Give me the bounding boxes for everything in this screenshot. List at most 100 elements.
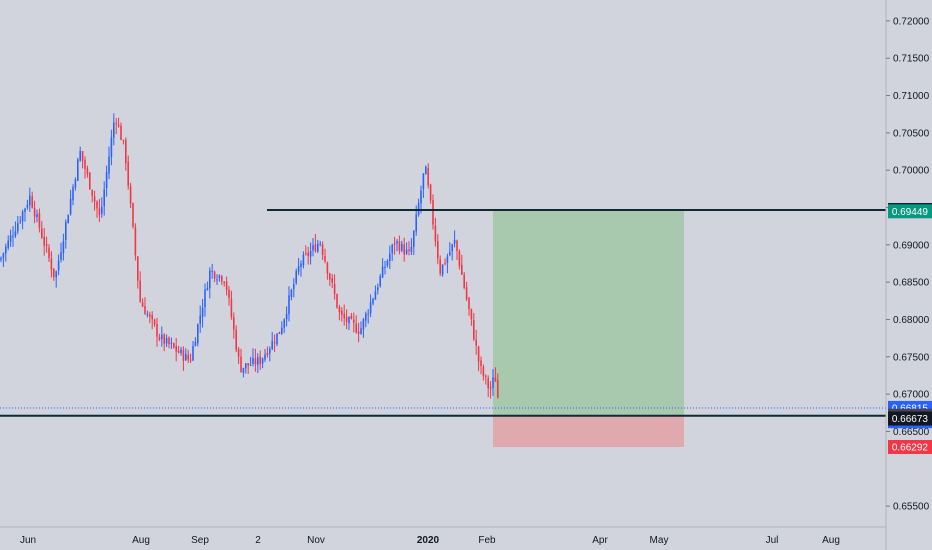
target-price-badge: 0.69449	[888, 204, 932, 219]
x-tick-label: Feb	[478, 535, 496, 546]
candle-161	[386, 259, 389, 268]
candle-107	[257, 353, 259, 373]
candle-45	[108, 146, 110, 180]
candle-162	[389, 245, 391, 270]
candle-18	[43, 227, 45, 256]
candle-143	[343, 304, 345, 326]
candle-116	[278, 331, 281, 335]
x-tick-label: Jun	[20, 535, 36, 546]
price-axis[interactable]: 0.720000.715000.710000.705000.700000.695…	[885, 0, 930, 550]
candle-42	[101, 197, 103, 218]
candle-203	[487, 375, 489, 398]
candle-175	[420, 185, 422, 214]
y-tick-label: 0.72000	[893, 16, 930, 27]
candle-67	[161, 326, 163, 347]
candle-6	[14, 221, 17, 239]
candle-176	[422, 173, 425, 198]
loss-zone[interactable]	[493, 415, 684, 447]
candle-92	[221, 274, 223, 285]
candle-41	[98, 198, 101, 222]
time-axis[interactable]: Jun Aug Sep 2 Nov 2020 Feb Apr May Jul Aug	[0, 526, 886, 546]
candle-26	[62, 233, 65, 261]
candle-199	[477, 345, 480, 372]
candle-89	[213, 270, 216, 283]
candle-79	[189, 353, 192, 363]
candle-2	[5, 243, 7, 262]
candle-135	[324, 248, 326, 264]
candle-195	[468, 296, 470, 316]
candle-101	[242, 367, 245, 378]
candle-129	[309, 242, 312, 265]
y-tick-label: 0.71000	[893, 91, 930, 102]
candle-82	[197, 323, 199, 347]
candle-130	[312, 238, 314, 257]
candle-55	[132, 202, 134, 229]
candle-171	[410, 238, 413, 256]
candle-5	[12, 226, 14, 247]
candle-97	[233, 312, 235, 339]
x-tick-label: Nov	[307, 535, 325, 546]
candle-113	[271, 332, 273, 351]
candle-81	[194, 337, 197, 347]
candle-103	[247, 362, 249, 374]
candle-120	[288, 286, 290, 322]
candle-190	[456, 239, 458, 260]
candle-1	[2, 252, 5, 267]
candle-122	[293, 278, 295, 298]
profit-zone[interactable]	[493, 210, 684, 416]
candle-37	[89, 171, 91, 190]
candle-64	[153, 318, 156, 327]
candle-118	[283, 318, 285, 333]
candle-85	[204, 283, 206, 317]
candle-191	[458, 249, 461, 270]
candle-108	[259, 350, 261, 371]
candle-136	[326, 261, 329, 280]
candle-112	[269, 346, 271, 362]
position-zones[interactable]	[493, 210, 684, 447]
candle-109	[261, 357, 264, 369]
candle-15	[36, 209, 38, 223]
candle-51	[122, 139, 125, 145]
candle-50	[120, 122, 122, 141]
candle-38	[91, 189, 93, 203]
candle-77	[185, 348, 187, 361]
candle-187	[449, 242, 451, 257]
candle-84	[201, 299, 204, 328]
candle-56	[134, 223, 137, 261]
candle-182	[437, 234, 439, 265]
candle-125	[300, 260, 302, 277]
candle-34	[81, 150, 84, 169]
candle-207	[497, 373, 499, 399]
candle-156	[374, 285, 377, 300]
candle-114	[273, 334, 276, 352]
candle-91	[218, 274, 221, 282]
y-tick-label: 0.67500	[893, 352, 930, 363]
candle-90	[216, 274, 218, 285]
candle-7	[17, 216, 19, 235]
y-tick-label: 0.70000	[893, 166, 930, 177]
candle-43	[103, 181, 105, 216]
candle-117	[281, 321, 283, 335]
candle-184	[441, 264, 444, 277]
candle-185	[444, 258, 446, 266]
candle-83	[199, 305, 201, 333]
candle-111	[266, 346, 269, 358]
candle-141	[338, 304, 341, 321]
candle-202	[485, 374, 487, 385]
y-tick-label: 0.68500	[893, 278, 930, 289]
x-tick-label: Apr	[592, 535, 608, 546]
stop-price-badge: 0.66292	[888, 439, 932, 454]
candle-168	[403, 237, 405, 262]
candle-58	[139, 271, 141, 303]
candle-163	[391, 243, 393, 262]
candle-151	[362, 317, 365, 338]
candle-206	[494, 367, 497, 382]
horizontal-lines[interactable]	[0, 209, 886, 417]
candle-19	[45, 236, 48, 253]
target-price-text: 0.69449	[892, 207, 929, 218]
candle-8	[19, 216, 21, 225]
candle-46	[110, 129, 113, 166]
candle-94	[225, 276, 228, 296]
